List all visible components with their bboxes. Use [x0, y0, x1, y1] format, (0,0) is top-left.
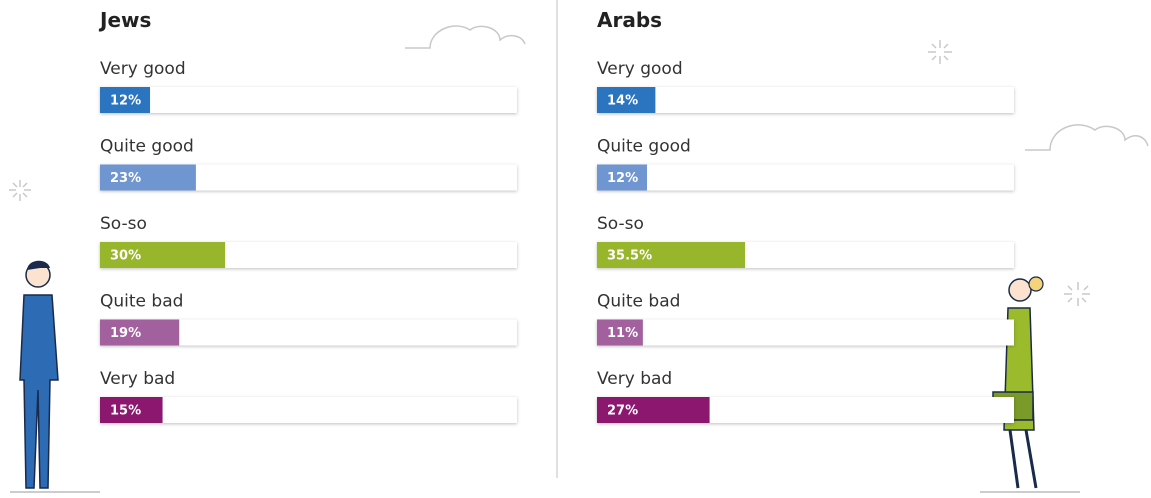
bar-track [597, 320, 1014, 346]
value-label: 12% [110, 94, 141, 109]
category-label: Very good [100, 59, 186, 79]
value-label: 14% [607, 94, 638, 109]
category-label: Very good [597, 59, 683, 79]
bar-track [597, 165, 1014, 191]
value-label: 30% [110, 249, 141, 264]
value-label: 27% [607, 404, 638, 419]
category-label: Quite bad [597, 292, 680, 312]
category-label: Very bad [100, 369, 175, 389]
value-label: 12% [607, 171, 638, 186]
man-figure [10, 261, 100, 492]
category-label: Very bad [597, 369, 672, 389]
bar-track [100, 87, 517, 113]
value-label: 35.5% [607, 249, 652, 264]
category-label: Quite bad [100, 292, 183, 312]
panel-title: Arabs [597, 8, 662, 32]
value-label: 11% [607, 326, 638, 341]
category-label: Quite good [597, 137, 691, 157]
panel-title: Jews [98, 8, 151, 32]
category-label: Quite good [100, 137, 194, 157]
category-label: So-so [100, 214, 147, 234]
chart: Jews Very good 12% Quite good 23% So-so 30% Qui… [0, 0, 1151, 498]
woman-figure [980, 277, 1080, 492]
value-label: 15% [110, 404, 141, 419]
value-label: 23% [110, 171, 141, 186]
category-label: So-so [597, 214, 644, 234]
value-label: 19% [110, 326, 141, 341]
bar-track [597, 87, 1014, 113]
